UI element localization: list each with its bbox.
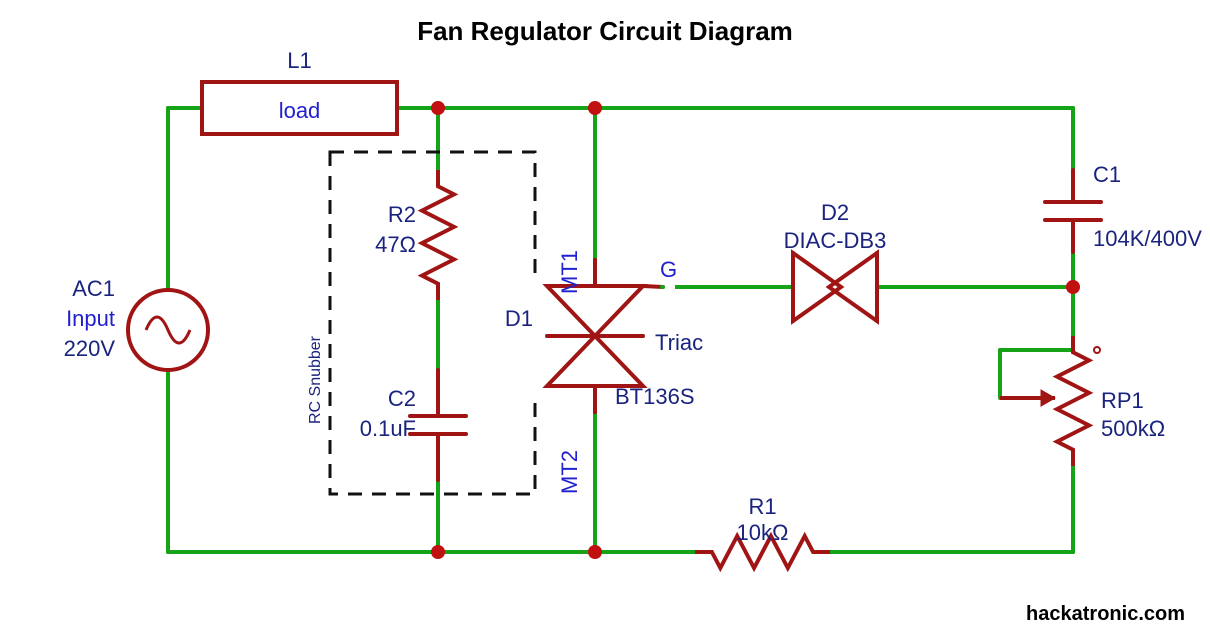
rp1-ref: RP1	[1101, 388, 1144, 413]
r2-ref: R2	[388, 202, 416, 227]
gate-label: G	[660, 257, 677, 282]
ac-sine-icon	[146, 317, 190, 343]
ac-ref: AC1	[72, 276, 115, 301]
resistor	[1057, 336, 1089, 466]
r1-ref: R1	[748, 494, 776, 519]
triac-type: Triac	[655, 330, 703, 355]
load-ref: L1	[287, 48, 311, 73]
rp1-val: 500kΩ	[1101, 416, 1165, 441]
diac-part: DIAC-DB3	[784, 228, 887, 253]
c2-val: 0.1uF	[360, 416, 416, 441]
c1-val: 104K/400V	[1093, 226, 1202, 251]
pot-adjust-icon	[1094, 347, 1100, 353]
diac-ref: D2	[821, 200, 849, 225]
ac-voltage: 220V	[64, 336, 116, 361]
c2-ref: C2	[388, 386, 416, 411]
diagram-title: Fan Regulator Circuit Diagram	[417, 16, 793, 46]
mt1-label: MT1	[557, 250, 582, 294]
pot-wiper-arrow	[1041, 390, 1055, 406]
mt2-label: MT2	[557, 450, 582, 494]
r2-val: 47Ω	[375, 232, 416, 257]
r1-val: 10kΩ	[737, 520, 789, 545]
load-text: load	[279, 98, 321, 123]
c1-ref: C1	[1093, 162, 1121, 187]
triac-ref: D1	[505, 306, 533, 331]
junction-node	[588, 101, 602, 115]
resistor	[422, 170, 454, 300]
ac-input-label: Input	[66, 306, 115, 331]
attribution-text: hackatronic.com	[1026, 603, 1185, 625]
junction-node	[588, 545, 602, 559]
snubber-label: RC Snubber	[307, 335, 324, 424]
junction-node	[431, 101, 445, 115]
triac-part: BT136S	[615, 384, 695, 409]
junction-node	[431, 545, 445, 559]
component-stroke	[643, 286, 663, 287]
junction-node	[1066, 280, 1080, 294]
